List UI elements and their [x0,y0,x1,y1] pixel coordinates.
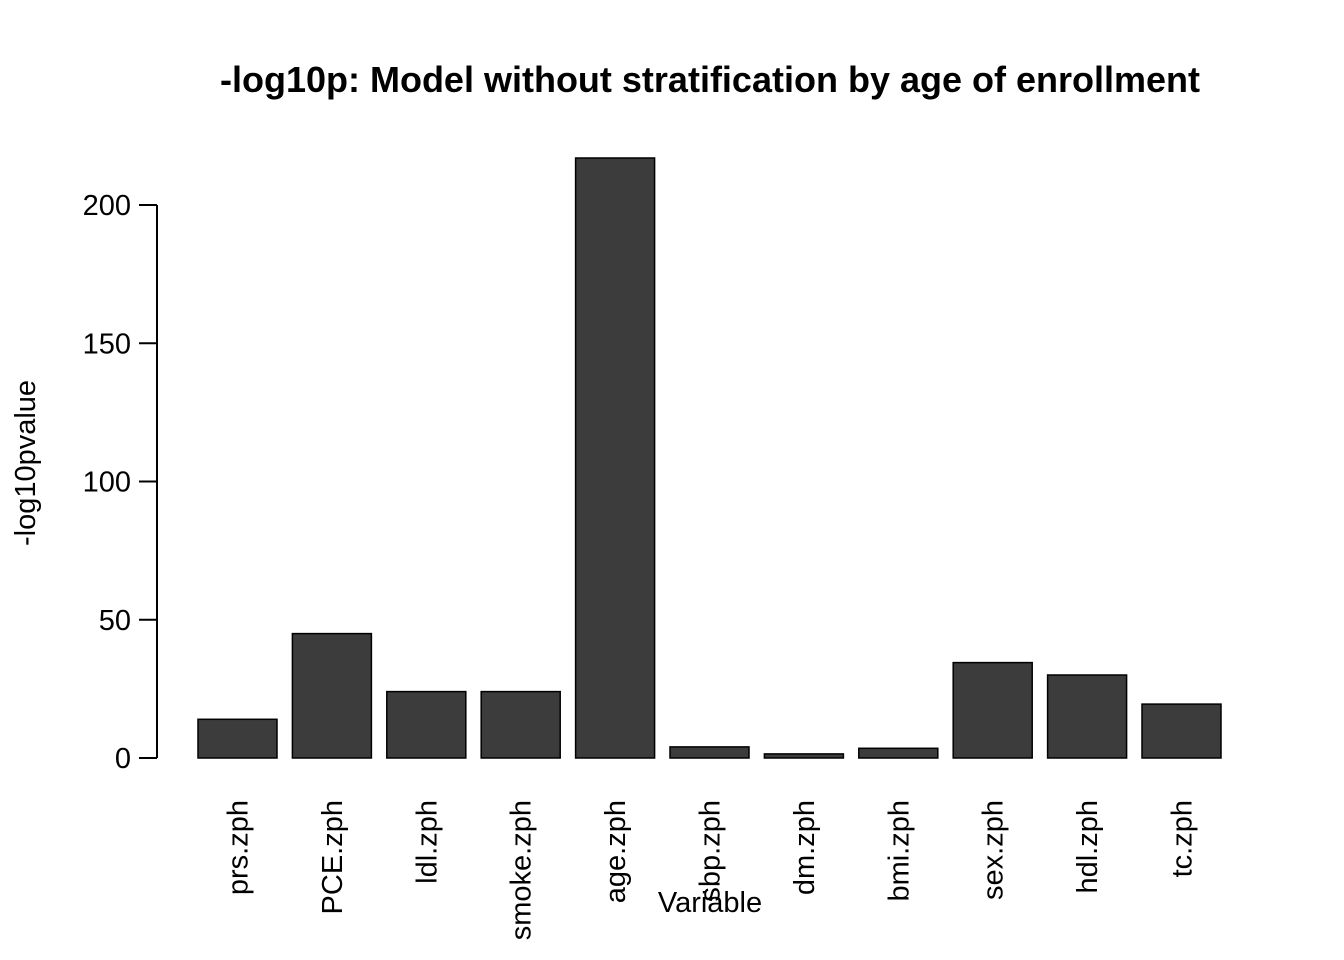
x-tick-label: tc.zph [1167,800,1199,877]
chart-title: -log10p: Model without stratification by… [220,59,1200,100]
x-tick-label: smoke.zph [506,800,538,940]
bar-pce-zph [291,632,373,759]
y-tick-label: 200 [83,190,131,222]
x-tick-label: hdl.zph [1072,800,1104,894]
x-tick-label: ldl.zph [411,800,443,884]
y-tick-label: 0 [115,743,131,775]
bar-tc-zph [1141,703,1222,759]
x-tick-label: sbp.zph [695,800,727,902]
y-tick-label: 100 [83,467,131,499]
x-tick-label: bmi.zph [883,800,915,902]
bar-hdl-zph [1046,674,1128,759]
bar-sex-zph [952,661,1033,759]
y-axis-label: -log10pvalue [10,380,42,546]
x-tick-label: sex.zph [978,800,1010,900]
x-tick-label: PCE.zph [317,800,349,914]
bar-smoke-zph [480,690,561,759]
bar-bmi-zph [858,747,939,759]
bar-prs-zph [197,718,278,759]
y-tick-label: 150 [83,328,131,360]
x-tick-label: age.zph [600,800,632,903]
y-axis: 0 50 100 150 200 [83,190,158,775]
bar-ldl-zph [386,690,467,759]
x-tick-label: dm.zph [789,800,821,895]
x-axis-label: Variable [658,887,762,919]
y-tick-label: 50 [99,605,131,637]
bar-dm-zph [763,753,845,759]
bar-series [197,157,1222,759]
bar-sbp-zph [669,746,750,759]
bar-age-zph [574,157,656,759]
x-tick-label: prs.zph [223,800,255,895]
x-axis-tick-labels: prs.zph PCE.zph ldl.zph smoke.zph age.zph sbp… [223,800,1199,940]
